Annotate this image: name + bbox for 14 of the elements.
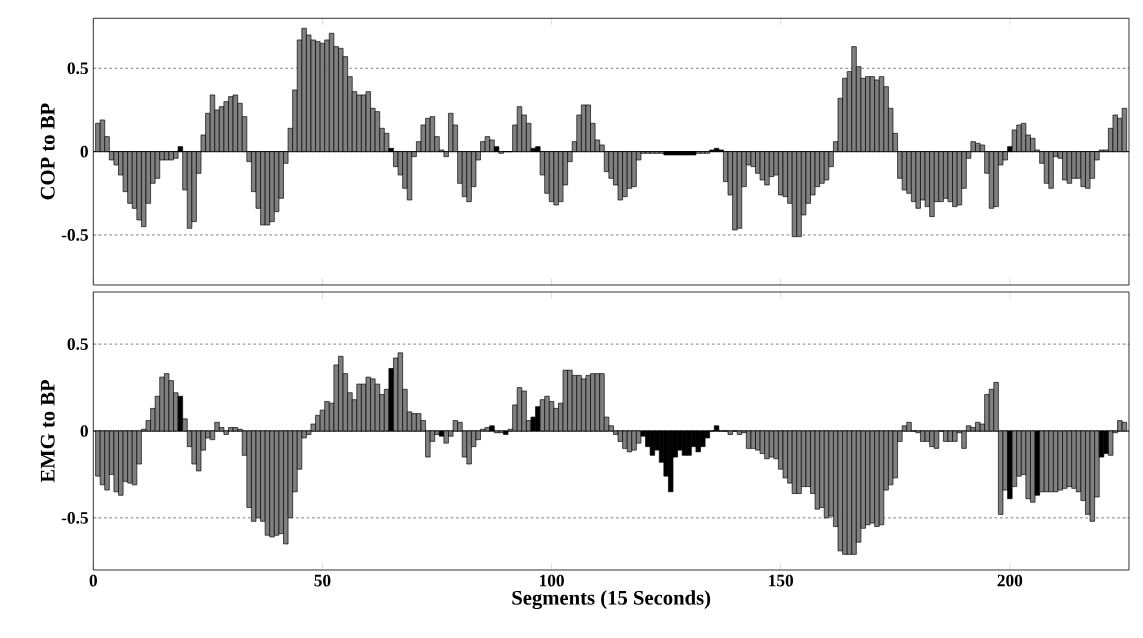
y-axis-title: COP to BP (40, 103, 55, 200)
x-tick-label: 150 (769, 574, 794, 587)
y-tick-label: 0.5 (67, 62, 88, 75)
x-tick-label: 100 (539, 574, 564, 587)
x-tick-label: 50 (314, 574, 331, 587)
y-axis-title: EMG to BP (40, 379, 55, 483)
y-tick-label: -0.5 (61, 229, 88, 241)
y-tick-label: 0.5 (67, 338, 88, 351)
y-tick-label: 0 (80, 425, 88, 437)
x-axis-title: Segments (15 Seconds) (512, 590, 711, 610)
x-tick-label: 200 (997, 574, 1023, 587)
y-tick-label: 0 (80, 145, 88, 158)
y-tick-label: -0.5 (61, 511, 88, 524)
x-tick-label: 0 (89, 574, 97, 587)
